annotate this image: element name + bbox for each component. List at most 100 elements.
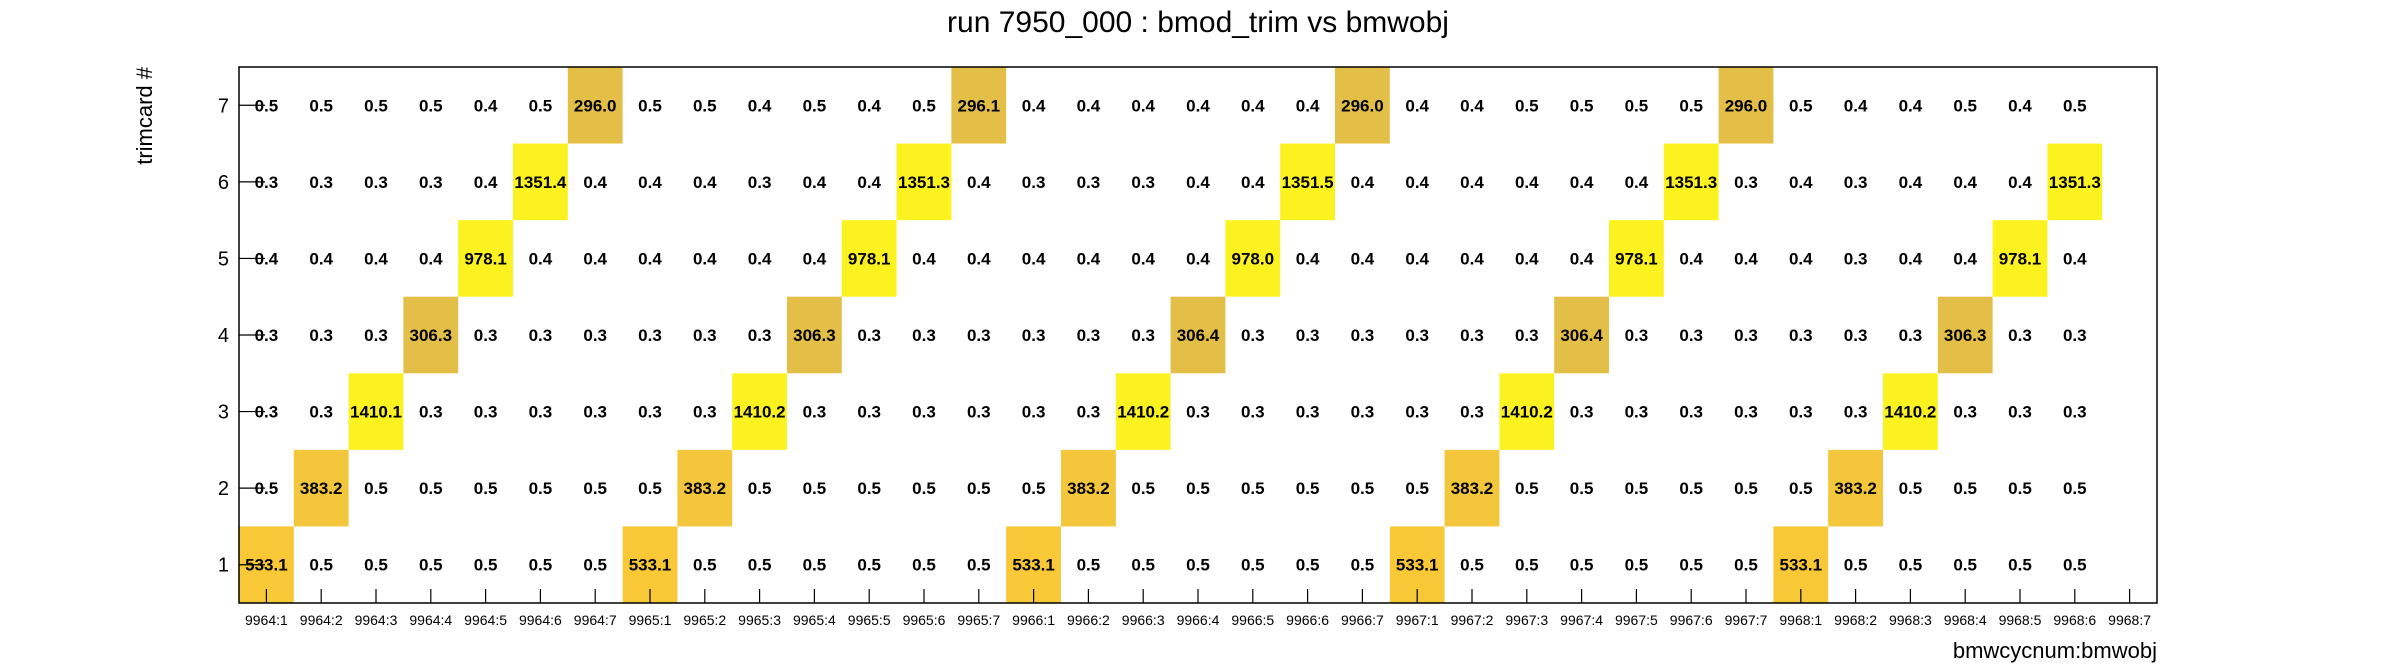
x-tick-label: 9965:5 <box>848 612 891 628</box>
x-tick-label: 9966:6 <box>1286 612 1329 628</box>
cell-value-label: 0.3 <box>309 173 333 192</box>
cell-value-label: 0.3 <box>1241 326 1265 345</box>
cell-value-label: 0.5 <box>1241 479 1265 498</box>
cell-value-label: 0.5 <box>419 96 443 115</box>
cell-value-label: 978.1 <box>464 249 507 268</box>
x-tick-label: 9965:2 <box>683 612 726 628</box>
cell-value-label: 0.3 <box>1296 326 1320 345</box>
cell-value-label: 0.5 <box>364 556 388 575</box>
cell-value-label: 0.5 <box>529 556 553 575</box>
cell-value-label: 0.4 <box>1899 249 1923 268</box>
x-tick-label: 9966:3 <box>1122 612 1165 628</box>
cell-value-label: 0.5 <box>1734 556 1758 575</box>
cell-value-label: 0.5 <box>1515 96 1539 115</box>
cell-value-label: 383.2 <box>300 479 343 498</box>
cell-value-label: 0.4 <box>1131 96 1155 115</box>
x-tick-label: 9964:4 <box>409 612 452 628</box>
cell-value-label: 0.3 <box>1296 403 1320 422</box>
cell-value-label: 0.4 <box>1077 96 1101 115</box>
cell-value-label: 0.3 <box>693 403 717 422</box>
cell-value-label: 0.3 <box>1241 403 1265 422</box>
cell-value-label: 0.5 <box>1679 479 1703 498</box>
heatmap-cell <box>787 296 842 374</box>
x-tick-label: 9964:1 <box>245 612 288 628</box>
cell-value-label: 0.4 <box>1953 249 1977 268</box>
heatmap-cell <box>1828 449 1883 527</box>
cell-value-label: 0.3 <box>1953 403 1977 422</box>
cell-value-label: 0.5 <box>912 479 936 498</box>
cell-value-label: 0.4 <box>1460 249 1484 268</box>
cell-value-label: 0.5 <box>967 479 991 498</box>
x-tick-label: 9966:4 <box>1177 612 1220 628</box>
heatmap-cell <box>293 449 349 527</box>
cell-value-label: 0.4 <box>1570 249 1594 268</box>
cell-value-label: 0.5 <box>1131 479 1155 498</box>
cell-value-label: 0.5 <box>1679 96 1703 115</box>
cell-value-label: 0.3 <box>1844 249 1868 268</box>
cell-value-label: 0.5 <box>1077 556 1101 575</box>
heatmap-cell <box>2047 143 2103 221</box>
y-tick-label: 4 <box>218 325 229 347</box>
cell-value-label: 0.5 <box>583 479 607 498</box>
cell-value-label: 0.3 <box>474 326 498 345</box>
cell-value-label: 306.3 <box>410 326 453 345</box>
cell-value-label: 0.4 <box>1405 96 1429 115</box>
heatmap-cell <box>1444 449 1500 527</box>
cell-value-label: 0.4 <box>1679 249 1703 268</box>
cell-value-label: 0.3 <box>748 173 772 192</box>
cell-value-label: 0.4 <box>1899 173 1923 192</box>
cell-value-label: 0.5 <box>1296 556 1320 575</box>
cell-value-label: 0.3 <box>1899 326 1923 345</box>
cell-value-label: 0.3 <box>1351 403 1375 422</box>
cell-value-label: 0.5 <box>1734 479 1758 498</box>
cell-value-label: 0.5 <box>474 479 498 498</box>
cell-value-label: 0.5 <box>912 556 936 575</box>
cell-value-label: 296.0 <box>1341 96 1384 115</box>
cell-value-label: 0.5 <box>364 479 388 498</box>
heatmap-cell <box>1937 296 1993 374</box>
cell-value-label: 0.3 <box>1022 173 1046 192</box>
cell-value-label: 296.0 <box>574 96 617 115</box>
cell-value-label: 0.5 <box>857 479 881 498</box>
cell-value-label: 0.3 <box>1131 173 1155 192</box>
cell-value-label: 0.3 <box>2008 403 2032 422</box>
cell-value-label: 0.4 <box>1515 249 1539 268</box>
x-tick-label: 9965:7 <box>957 612 1000 628</box>
cell-value-label: 0.5 <box>529 96 553 115</box>
cell-value-label: 1410.2 <box>1117 403 1169 422</box>
cell-value-label: 0.3 <box>1405 403 1429 422</box>
cell-value-label: 0.3 <box>857 403 881 422</box>
cell-value-label: 0.5 <box>1186 556 1210 575</box>
cell-value-label: 0.4 <box>1077 249 1101 268</box>
cell-value-label: 0.4 <box>1515 173 1539 192</box>
cell-value-label: 0.5 <box>638 96 662 115</box>
cell-value-label: 0.3 <box>1022 403 1046 422</box>
cell-value-label: 0.3 <box>693 326 717 345</box>
cell-value-label: 978.0 <box>1232 249 1275 268</box>
cell-value-label: 0.5 <box>1953 479 1977 498</box>
cell-value-label: 0.4 <box>419 249 443 268</box>
heatmap-cell <box>1061 449 1116 527</box>
cell-value-label: 0.4 <box>1734 249 1758 268</box>
heatmap-cell <box>1609 220 1664 297</box>
cell-value-label: 0.4 <box>1844 96 1868 115</box>
cell-value-label: 0.5 <box>2008 556 2032 575</box>
cell-value-label: 0.4 <box>1022 96 1046 115</box>
cell-value-label: 306.4 <box>1560 326 1603 345</box>
cell-value-label: 0.5 <box>2063 556 2087 575</box>
cell-value-label: 0.3 <box>1351 326 1375 345</box>
cell-value-label: 0.5 <box>638 479 662 498</box>
x-tick-label: 9966:2 <box>1067 612 1110 628</box>
cell-value-label: 0.4 <box>583 173 607 192</box>
cell-value-label: 0.5 <box>474 556 498 575</box>
cell-value-label: 0.3 <box>1844 403 1868 422</box>
cell-value-label: 0.4 <box>255 249 279 268</box>
cell-value-label: 0.3 <box>967 326 991 345</box>
cell-value-label: 978.1 <box>848 249 891 268</box>
cell-value-label: 0.5 <box>1460 556 1484 575</box>
cell-value-label: 0.4 <box>1241 173 1265 192</box>
cell-value-label: 0.3 <box>1734 326 1758 345</box>
cell-value-label: 0.4 <box>309 249 333 268</box>
y-tick-label: 1 <box>218 555 229 577</box>
cell-value-label: 0.5 <box>1351 556 1375 575</box>
